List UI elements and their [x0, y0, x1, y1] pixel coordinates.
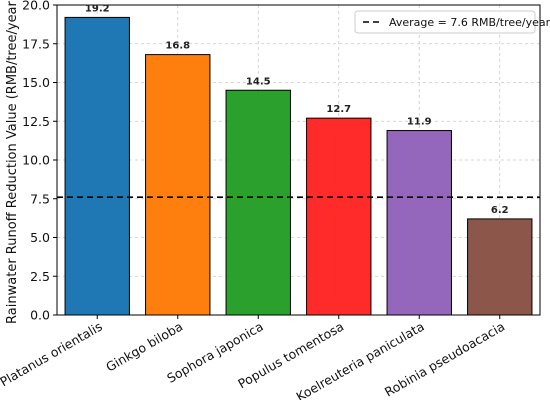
axes-layer: [53, 4, 541, 319]
bar: [306, 117, 372, 316]
bar: [64, 16, 130, 316]
x-category-label: Platanus orientalis: [0, 319, 105, 390]
y-tick-label: 10.0: [22, 153, 50, 168]
y-tick-label: 17.5: [22, 36, 50, 51]
bars-layer: [64, 16, 533, 316]
y-tick-label: 20.0: [22, 0, 50, 13]
plot-frame: [56, 4, 541, 316]
y-tick-label: 15.0: [22, 75, 50, 90]
bar: [225, 89, 291, 316]
bar-value-label: 11.9: [407, 117, 432, 128]
y-tick-label: 7.5: [30, 191, 50, 206]
bar: [145, 54, 211, 316]
legend-box: [354, 10, 536, 34]
bar: [467, 218, 533, 316]
y-tick-label: 0.0: [30, 308, 50, 323]
bar-value-label: 14.5: [246, 76, 271, 87]
bar-value-label: 6.2: [491, 205, 509, 216]
legend-label: Average = 7.6 RMB/tree/year: [389, 16, 550, 29]
y-axis-title: Rainwater Runoff Reduction Value (RMB/tr…: [5, 0, 20, 324]
y-tick-label: 12.5: [22, 114, 50, 129]
bar-value-label: 16.8: [165, 41, 190, 52]
bar: [386, 130, 452, 316]
y-tick-label: 5.0: [30, 230, 50, 245]
x-category-label: Ginkgo biloba: [103, 319, 185, 375]
bar-value-label: 19.2: [85, 3, 110, 14]
y-tick-label: 2.5: [30, 269, 50, 284]
legend: Average = 7.6 RMB/tree/year: [354, 10, 550, 34]
bar-value-label: 12.7: [326, 104, 351, 115]
